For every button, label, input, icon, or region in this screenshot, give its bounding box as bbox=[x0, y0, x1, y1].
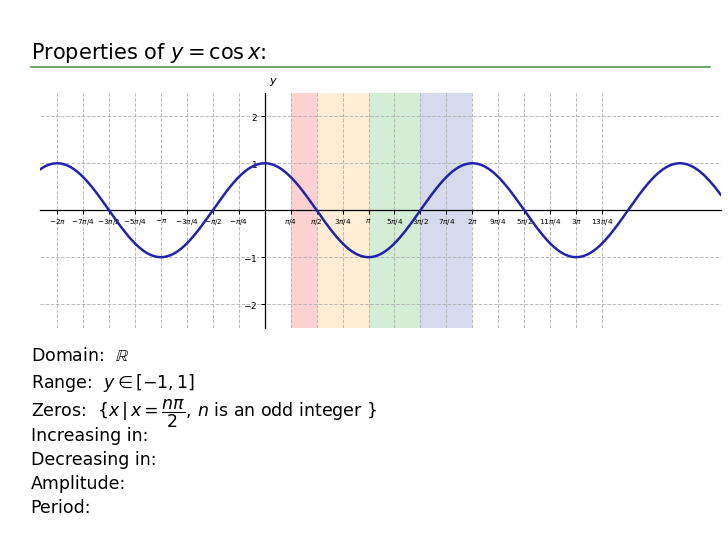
Text: Range:  $y \in [-1, 1]$: Range: $y \in [-1, 1]$ bbox=[31, 372, 195, 394]
Text: $y$: $y$ bbox=[269, 76, 277, 88]
Text: Domain:  $\mathbb{R}$: Domain: $\mathbb{R}$ bbox=[31, 347, 129, 365]
Bar bbox=[368, 93, 421, 328]
Text: Decreasing in:: Decreasing in: bbox=[31, 451, 156, 469]
Bar bbox=[421, 93, 472, 328]
Text: Properties of $y = \cos x$:: Properties of $y = \cos x$: bbox=[31, 41, 266, 65]
Text: 16 of 45: 16 of 45 bbox=[31, 530, 71, 539]
Text: Zeros:  $\{x\,|\,x = \dfrac{n\pi}{2},\, n$ is an odd integer $\}$: Zeros: $\{x\,|\,x = \dfrac{n\pi}{2},\, n… bbox=[31, 398, 376, 430]
Text: Period:: Period: bbox=[31, 499, 91, 517]
Bar bbox=[290, 93, 317, 328]
Text: Increasing in:: Increasing in: bbox=[31, 427, 148, 445]
Bar bbox=[317, 93, 368, 328]
Text: Amplitude:: Amplitude: bbox=[31, 475, 126, 493]
